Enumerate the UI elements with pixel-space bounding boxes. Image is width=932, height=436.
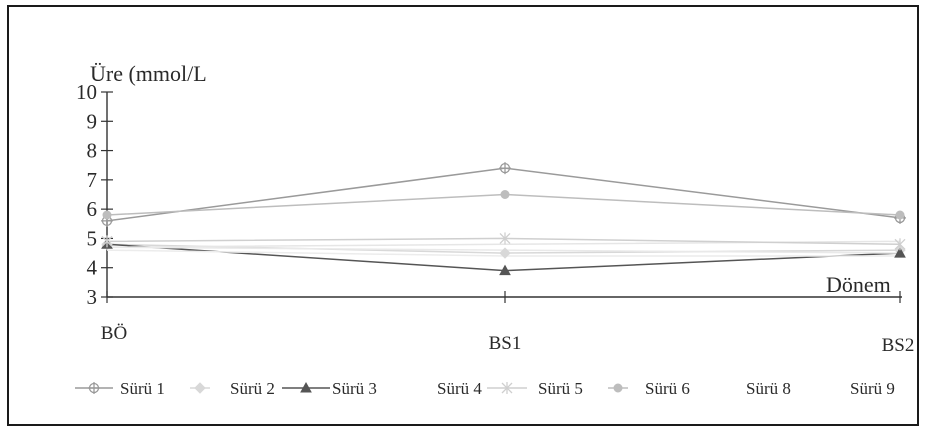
data-point (895, 210, 905, 220)
marker-shape (194, 382, 206, 394)
data-point (894, 247, 906, 258)
legend-item: Sürü 2 (190, 379, 275, 398)
legend-label: Sürü 3 (332, 379, 377, 398)
data-point (101, 235, 113, 248)
legend-label: Sürü 8 (746, 379, 791, 398)
y-tick-label: 7 (87, 168, 98, 192)
marker-shape (102, 210, 112, 220)
legend-marker (194, 382, 206, 394)
y-tick-label: 3 (87, 285, 98, 309)
data-point (500, 190, 510, 199)
legend-label: Sürü 4 (437, 379, 482, 398)
marker-shape (500, 190, 510, 199)
x-axis-label: Dönem (826, 272, 891, 297)
data-point (499, 264, 511, 276)
marker-shape (499, 247, 511, 259)
data-point (894, 238, 906, 251)
y-tick-label: 10 (76, 80, 97, 104)
y-tick-label: 9 (87, 109, 98, 133)
marker-shape (894, 247, 906, 258)
chart-frame (7, 5, 919, 426)
y-tick-label: 4 (87, 256, 98, 280)
legend-label: Sürü 5 (538, 379, 583, 398)
y-axis-label: Üre (mmol/L (90, 61, 207, 86)
legend-marker (501, 382, 513, 394)
legend-item: Sürü 6 (608, 379, 690, 398)
legend-label: Sürü 6 (645, 379, 690, 398)
legend-label: Sürü 2 (230, 379, 275, 398)
y-tick-label: 8 (87, 139, 98, 163)
data-point (499, 247, 511, 259)
legend-item: Sürü 5 (487, 379, 583, 398)
data-point (102, 210, 112, 220)
data-point (499, 232, 511, 245)
marker-shape (499, 264, 511, 276)
x-tick-label: BS2 (882, 335, 915, 356)
legend-item: Sürü 3 (282, 379, 377, 398)
legend-item: Sürü 9 (850, 379, 895, 398)
legend-item: Sürü 4 (437, 379, 482, 398)
data-point (499, 162, 511, 175)
marker-shape (613, 383, 623, 393)
y-tick-label: 6 (87, 197, 98, 221)
x-tick-label: BS1 (489, 333, 522, 354)
legend-marker (613, 383, 623, 393)
marker-shape (895, 210, 905, 220)
legend-item: Sürü 1 (75, 379, 165, 398)
legend-marker (300, 381, 312, 393)
legend-item: Sürü 8 (746, 379, 791, 398)
y-tick-label: 5 (87, 226, 98, 250)
legend-label: Sürü 9 (850, 379, 895, 398)
x-tick-label: BÖ (101, 323, 127, 344)
legend-label: Sürü 1 (120, 379, 165, 398)
marker-shape (300, 381, 312, 393)
legend-marker (88, 382, 100, 394)
